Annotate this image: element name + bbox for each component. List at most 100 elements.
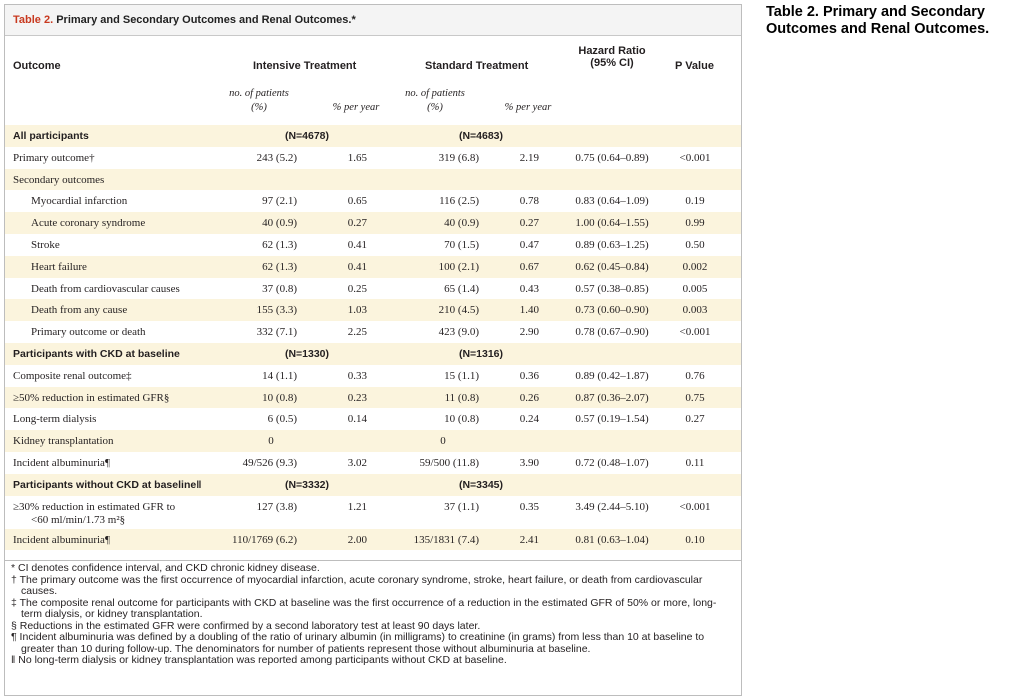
standard-patients: 40 (0.9) <box>444 217 479 230</box>
group-row: Participants without CKD at baseline‖ (N=… <box>5 473 741 496</box>
hazard-ratio: 0.73 (0.60–0.90) <box>575 304 649 317</box>
intensive-per-year: 1.03 <box>347 304 367 317</box>
outcome-label: Primary outcome† <box>13 151 95 164</box>
standard-patients: 15 (1.1) <box>444 369 479 382</box>
table-row: Long-term dialysis 6 (0.5) 10 (0.8) 0.14 0.2… <box>5 408 741 430</box>
hazard-ratio: 3.49 (2.44–5.10) <box>575 500 649 513</box>
group-label: Participants with CKD at baseline <box>13 348 180 360</box>
p-value: 0.11 <box>685 457 705 469</box>
p-value: 0.10 <box>685 533 705 546</box>
table-row: Myocardial infarction 97 (2.1) 116 (2.5) 0.… <box>5 190 741 212</box>
hazard-ratio: 0.89 (0.42–1.87) <box>575 369 649 382</box>
standard-patients: 11 (0.8) <box>444 391 479 404</box>
table-caption: Table 2. Primary and Secondary Outcomes … <box>13 14 356 26</box>
group-row: All participants (N=4678) (N=4683) <box>5 125 741 147</box>
intensive-patients: 62 (1.3) <box>262 260 297 273</box>
outcome-label-line2: <60 ml/min/1.73 m²§ <box>31 513 126 526</box>
subheader-int-per-year: % per year <box>332 102 380 113</box>
caption-text: Primary and Secondary Outcomes and Renal… <box>53 14 356 26</box>
intensive-patients: 0 <box>268 435 274 448</box>
intensive-per-year: 0.41 <box>347 260 367 273</box>
intensive-per-year: 1.21 <box>347 500 367 513</box>
table-row: Stroke 62 (1.3) 70 (1.5) 0.41 0.47 0.89 (0.63… <box>5 234 741 256</box>
footnote: ¶ Incident albuminuria was defined by a … <box>11 631 705 655</box>
p-value: 0.99 <box>685 217 705 230</box>
p-value: 0.27 <box>685 413 705 426</box>
subheader-int-patients-line1: no. of patients <box>229 88 289 99</box>
hazard-ratio-line1: Hazard Ratio <box>578 45 646 57</box>
hazard-ratio: 1.00 (0.64–1.55) <box>575 217 649 230</box>
outcome-label: Incident albuminuria¶ <box>13 533 110 546</box>
table-bottom-rule <box>5 560 741 561</box>
caption-label: Table 2. <box>13 14 54 26</box>
standard-per-year: 0.24 <box>519 413 539 426</box>
hazard-ratio: 0.78 (0.67–0.90) <box>575 326 649 339</box>
intensive-per-year: 0.41 <box>347 239 367 251</box>
standard-patients: 319 (6.8) <box>438 151 479 164</box>
table-row: Incident albuminuria¶ 110/1769 (6.2) 135/1… <box>5 528 741 551</box>
outcome-label: Primary outcome or death <box>31 326 146 339</box>
hazard-ratio: 0.62 (0.45–0.84) <box>575 260 649 273</box>
group-label: All participants <box>13 130 89 142</box>
hazard-ratio: 0.57 (0.38–0.85) <box>575 282 649 295</box>
standard-patients: 10 (0.8) <box>444 413 479 426</box>
intensive-patients: 62 (1.3) <box>262 239 297 251</box>
col-header-hazard-ratio: Hazard Ratio (95% CI) <box>567 45 657 69</box>
p-value: 0.003 <box>682 304 708 317</box>
outcome-label: Death from cardiovascular causes <box>31 282 180 295</box>
outcome-label: Acute coronary syndrome <box>31 217 146 230</box>
standard-per-year: 2.90 <box>519 326 539 339</box>
p-value: 0.002 <box>682 260 708 273</box>
p-value: 0.19 <box>685 195 705 208</box>
group-label: Participants without CKD at baseline‖ <box>13 478 202 491</box>
standard-per-year: 0.26 <box>519 391 539 404</box>
outcome-label: Death from any cause <box>31 304 128 317</box>
table-row: Secondary outcomes <box>5 168 741 191</box>
col-header-standard: Standard Treatment <box>425 60 529 72</box>
col-header-pvalue: P Value <box>675 60 714 72</box>
p-value: 0.005 <box>682 282 708 295</box>
group-n-standard: (N=4683) <box>458 130 504 142</box>
standard-patients: 0 <box>440 435 446 448</box>
p-value: 0.75 <box>685 391 705 404</box>
group-row: Participants with CKD at baseline (N=1330… <box>5 343 741 365</box>
intensive-per-year: 0.25 <box>347 282 367 295</box>
standard-patients: 423 (9.0) <box>438 326 479 339</box>
subheader-std-per-year: % per year <box>504 102 552 113</box>
standard-patients: 116 (2.5) <box>439 195 479 208</box>
hazard-ratio: 0.87 (0.36–2.07) <box>575 391 649 404</box>
footnotes: * CI denotes confidence interval, and CK… <box>11 562 737 667</box>
outcome-label: Secondary outcomes <box>13 173 105 186</box>
footnote: ‡ The composite renal outcome for partic… <box>11 596 717 620</box>
footnote: § Reductions in the estimated GFR were c… <box>11 619 481 632</box>
subheader-std-patients: no. of patients (%) <box>395 87 475 115</box>
group-n-standard: (N=1316) <box>458 348 504 360</box>
outcome-label: Composite renal outcome‡ <box>13 369 132 382</box>
intensive-per-year: 2.25 <box>347 326 367 339</box>
intensive-patients: 49/526 (9.3) <box>242 457 297 469</box>
footnote: ‖ No long-term dialysis or kidney transp… <box>11 654 507 666</box>
subheader-int-patients: no. of patients (%) <box>219 87 299 115</box>
standard-per-year: 0.43 <box>519 282 539 295</box>
group-n-intensive: (N=3332) <box>284 478 330 491</box>
p-value: 0.50 <box>685 239 705 251</box>
intensive-per-year: 0.65 <box>347 195 367 208</box>
standard-patients: 210 (4.5) <box>438 304 479 317</box>
table-row: Acute coronary syndrome 40 (0.9) 40 (0.9) 0… <box>5 212 741 234</box>
outcome-label: Long-term dialysis <box>13 413 97 426</box>
hazard-ratio-line2: (95% CI) <box>590 57 634 69</box>
table-row: Heart failure 62 (1.3) 100 (2.1) 0.41 0.67 0.… <box>5 255 741 278</box>
intensive-patients: 155 (3.3) <box>256 304 297 317</box>
intensive-patients: 40 (0.9) <box>262 217 297 230</box>
hazard-ratio: 0.75 (0.64–0.89) <box>575 151 649 164</box>
standard-per-year: 0.78 <box>519 195 539 208</box>
table-row: ≥30% reduction in estimated GFR to <60 ml… <box>5 496 741 529</box>
outcome-label: Incident albuminuria¶ <box>13 457 110 469</box>
standard-per-year: 2.41 <box>519 533 539 546</box>
intensive-patients: 10 (0.8) <box>262 391 297 404</box>
side-title: Table 2. Primary and Secondary Outcomes … <box>766 4 990 37</box>
standard-patients: 135/1831 (7.4) <box>413 533 479 546</box>
outcome-label: Myocardial infarction <box>31 195 128 208</box>
hazard-ratio: 0.89 (0.63–1.25) <box>575 239 649 251</box>
group-n-intensive: (N=4678) <box>284 130 330 142</box>
